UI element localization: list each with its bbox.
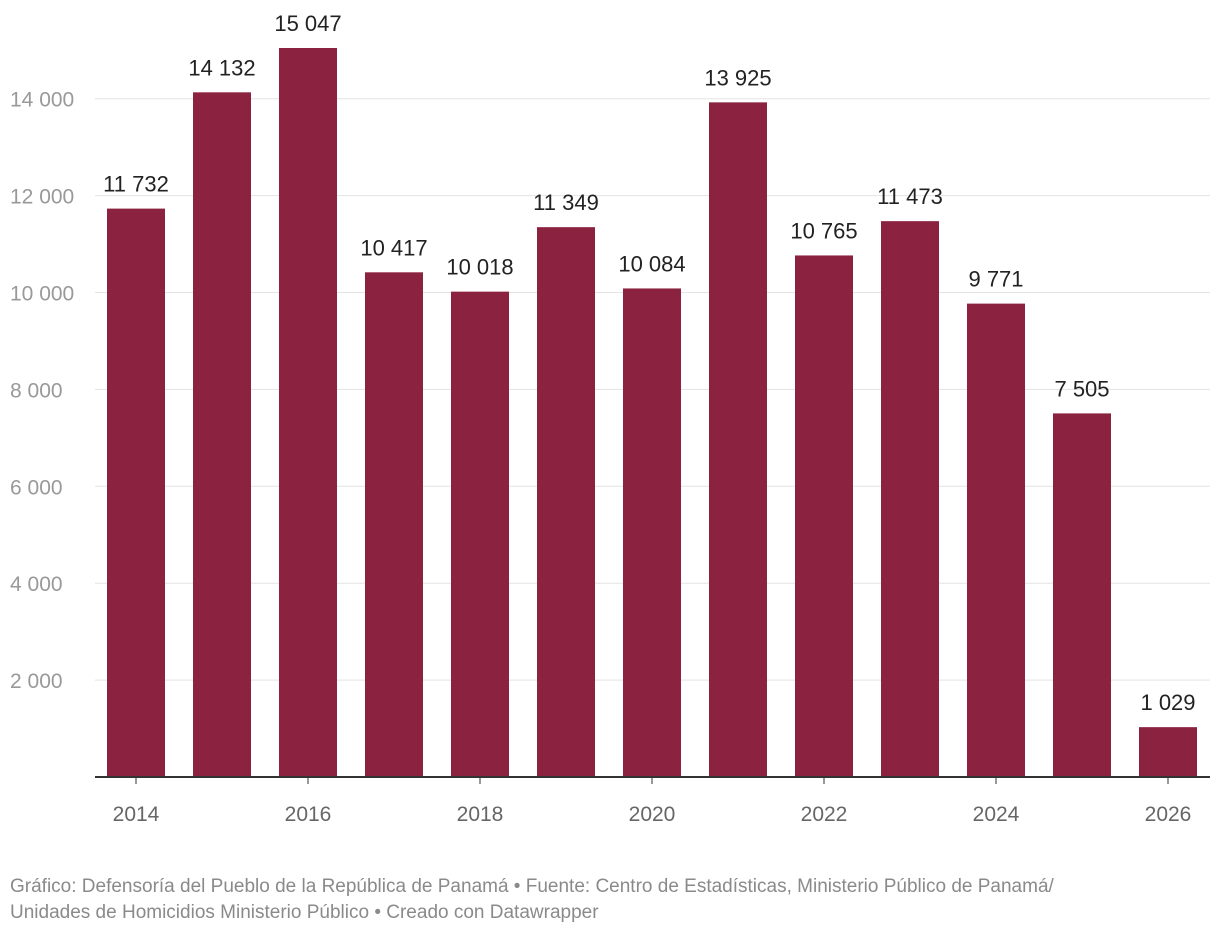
bars [107,48,1197,778]
data-label-2014: 11 732 [103,172,169,197]
data-label-2025: 7 505 [1054,376,1109,401]
gridlines: 2 000 4 000 6 000 8 000 10 000 12 000 14 000 [10,89,1210,693]
bar-2020 [623,288,681,777]
bar-2017 [365,272,423,777]
footer-line-1: Gráfico: Defensoría del Pueblo de la Rep… [10,876,1054,897]
y-tick-label: 12 000 [10,186,74,209]
x-tick-label: 2020 [629,803,676,826]
data-label-2026: 1 029 [1140,690,1195,715]
y-tick-label: 4 000 [10,573,63,596]
bar-2019 [537,227,595,777]
y-tick-label: 8 000 [10,379,63,402]
data-label-2017: 10 417 [360,235,427,260]
chart-footer: Gráfico: Defensoría del Pueblo de la Rep… [10,874,1215,926]
footer-line-2: Unidades de Homicidios Ministerio Públic… [10,902,599,923]
x-tick-label: 2024 [973,803,1020,826]
data-label-2020: 10 084 [618,251,685,276]
x-axis-ticks: 2014 2016 2018 2020 2022 2024 2026 [113,777,1192,826]
y-tick-label: 14 000 [10,89,74,112]
data-label-2022: 10 765 [790,218,857,243]
data-label-2016: 15 047 [274,11,341,36]
bar-2014 [107,208,165,777]
y-tick-label: 10 000 [10,283,74,306]
data-labels: 11 732 14 132 15 047 10 417 10 018 11 349 10 0… [103,11,1195,715]
data-label-2023: 11 473 [877,184,943,209]
data-label-2015: 14 132 [188,55,255,80]
bar-2018 [451,291,509,777]
x-tick-label: 2018 [457,803,504,826]
bar-2025 [1053,413,1111,777]
x-tick-label: 2022 [801,803,848,826]
data-label-2021: 13 925 [704,65,771,90]
bar-2022 [795,255,853,777]
bar-2021 [709,102,767,777]
bar-2026 [1139,727,1197,777]
bar-chart: 2 000 4 000 6 000 8 000 10 000 12 000 14 000 1… [10,11,1210,826]
bar-2024 [967,303,1025,777]
x-tick-label: 2026 [1145,803,1192,826]
data-label-2024: 9 771 [968,267,1023,292]
x-tick-label: 2016 [285,803,332,826]
bar-2023 [881,221,939,777]
bar-2016 [279,48,337,777]
bar-2015 [193,92,251,778]
data-label-2019: 11 349 [533,190,599,215]
y-tick-label: 6 000 [10,476,63,499]
y-tick-label: 2 000 [10,670,63,693]
data-label-2018: 10 018 [446,255,513,280]
x-tick-label: 2014 [113,803,160,826]
